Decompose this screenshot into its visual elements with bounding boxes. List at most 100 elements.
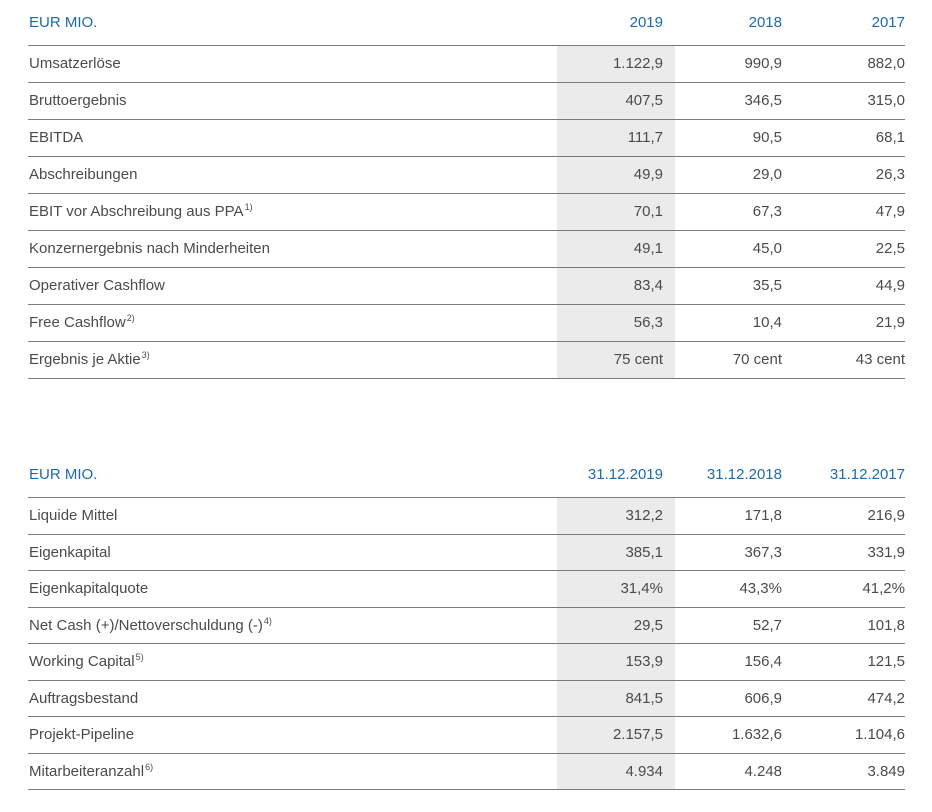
value-current-period: 49,9 (557, 157, 675, 193)
key-figures-pnl-table: EUR MIO. 2019 2018 2017 Umsatzerlöse 1.12… (28, 0, 905, 379)
value-current-period: 2.157,5 (557, 717, 675, 753)
row-label: Mitarbeiteranzahl6) (29, 761, 154, 780)
footnote-marker: 5) (135, 652, 144, 662)
value-prior-period: 1.632,6 (731, 726, 782, 743)
value-prior-period: 29,0 (752, 166, 782, 183)
column-header-31-12-2019: 31.12.2019 (587, 466, 663, 483)
value-prior-period: 47,9 (875, 203, 905, 220)
table-title: EUR MIO. (29, 466, 98, 483)
table-row: Eigenkapital 385,1 367,3 331,9 (28, 533, 905, 570)
value-prior-period: 43,3% (739, 580, 782, 597)
value-prior-period: 346,5 (744, 92, 782, 109)
table-row: Working Capital5) 153,9 156,4 121,5 (28, 643, 905, 680)
value-prior-period: 367,3 (744, 543, 782, 561)
footnote-marker: 1) (244, 202, 253, 212)
table-row: Umsatzerlöse 1.122,9 990,9 882,0 (28, 45, 905, 82)
row-label: Liquide Mittel (29, 507, 118, 524)
row-label: EBITDA (29, 129, 84, 146)
table-row: Net Cash (+)/Nettoverschuldung (-)4) 29,5… (28, 606, 905, 643)
value-prior-period: 45,0 (752, 240, 782, 257)
value-current-period: 385,1 (557, 534, 675, 570)
row-label: Operativer Cashflow (29, 277, 165, 294)
value-prior-period: 101,8 (867, 616, 905, 634)
table-row: Free Cashflow2) 56,3 10,4 21,9 (28, 304, 905, 341)
row-label: Projekt-Pipeline (29, 726, 135, 743)
footnote-marker: 4) (263, 615, 272, 626)
table-row: EBITDA 111,7 90,5 68,1 (28, 119, 905, 156)
value-prior-period: 3.849 (867, 762, 905, 780)
column-header-31-12-2018: 31.12.2018 (706, 466, 782, 483)
value-prior-period: 606,9 (744, 689, 782, 707)
value-current-period: 841,5 (557, 680, 675, 716)
value-prior-period: 315,0 (867, 92, 905, 109)
table-title: EUR MIO. (29, 14, 98, 31)
value-prior-period: 4.248 (744, 762, 782, 780)
value-prior-period: 67,3 (752, 203, 782, 220)
row-label: Bruttoergebnis (29, 92, 127, 109)
value-prior-period: 474,2 (867, 689, 905, 707)
table-row: Liquide Mittel 312,2 171,8 216,9 (28, 497, 905, 534)
table-row: Konzernergebnis nach Minderheiten 49,1 45,… (28, 230, 905, 267)
table-header: EUR MIO. 2019 2018 2017 (28, 0, 905, 45)
value-prior-period: 882,0 (867, 55, 905, 72)
value-current-period: 49,1 (557, 231, 675, 267)
row-label: Free Cashflow2) (29, 313, 135, 332)
row-label: Umsatzerlöse (29, 55, 121, 72)
table-row: Eigenkapitalquote 31,4% 43,3% 41,2% (28, 570, 905, 607)
row-label: EBIT vor Abschreibung aus PPA1) (29, 202, 253, 221)
table-body: Liquide Mittel 312,2 171,8 216,9 Eigenkapita… (28, 497, 905, 790)
table-row: EBIT vor Abschreibung aus PPA1) 70,1 67,3 4… (28, 193, 905, 230)
value-prior-period: 90,5 (752, 129, 782, 146)
row-label: Eigenkapital (29, 543, 111, 561)
value-current-period: 4.934 (557, 753, 675, 789)
table-row: Operativer Cashflow 83,4 35,5 44,9 (28, 267, 905, 304)
column-header-2018: 2018 (748, 14, 782, 31)
table-body: Umsatzerlöse 1.122,9 990,9 882,0 Bruttoergeb… (28, 45, 905, 379)
value-prior-period: 156,4 (744, 653, 782, 670)
value-current-period: 56,3 (557, 305, 675, 341)
column-header-2017: 2017 (871, 14, 905, 31)
value-prior-period: 44,9 (875, 277, 905, 294)
value-prior-period: 21,9 (875, 314, 905, 331)
value-current-period: 111,7 (557, 120, 675, 156)
value-prior-period: 22,5 (875, 240, 905, 257)
table-row: Ergebnis je Aktie3) 75 cent 70 cent 43 cent (28, 341, 905, 378)
value-prior-period: 1.104,6 (854, 726, 905, 743)
value-current-period: 29,5 (557, 607, 675, 643)
value-prior-period: 70 cent (732, 351, 782, 368)
row-label: Ergebnis je Aktie3) (29, 350, 150, 369)
value-current-period: 312,2 (557, 498, 675, 534)
value-current-period: 153,9 (557, 644, 675, 680)
table-row: Projekt-Pipeline 2.157,5 1.632,6 1.104,6 (28, 716, 905, 753)
table-row: Auftragsbestand 841,5 606,9 474,2 (28, 679, 905, 716)
value-prior-period: 990,9 (744, 55, 782, 72)
value-prior-period: 35,5 (752, 277, 782, 294)
value-prior-period: 10,4 (752, 314, 782, 331)
value-prior-period: 171,8 (744, 507, 782, 524)
row-label: Konzernergebnis nach Minderheiten (29, 240, 270, 257)
row-label: Working Capital5) (29, 652, 144, 671)
row-label: Eigenkapitalquote (29, 580, 149, 597)
row-label: Abschreibungen (29, 166, 138, 183)
row-label: Net Cash (+)/Nettoverschuldung (-)4) (29, 615, 272, 634)
key-figures-balance-table: EUR MIO. 31.12.2019 31.12.2018 31.12.201… (28, 452, 905, 790)
table-header: EUR MIO. 31.12.2019 31.12.2018 31.12.201… (28, 452, 905, 497)
value-prior-period: 331,9 (867, 543, 905, 561)
value-current-period: 31,4% (557, 571, 675, 607)
value-current-period: 70,1 (557, 194, 675, 230)
value-prior-period: 26,3 (875, 166, 905, 183)
value-prior-period: 52,7 (752, 616, 782, 634)
row-label: Auftragsbestand (29, 689, 139, 707)
footnote-marker: 2) (126, 313, 135, 323)
value-prior-period: 41,2% (862, 580, 905, 597)
table-row: Bruttoergebnis 407,5 346,5 315,0 (28, 82, 905, 119)
value-prior-period: 121,5 (867, 653, 905, 670)
table-row: Abschreibungen 49,9 29,0 26,3 (28, 156, 905, 193)
value-prior-period: 216,9 (867, 507, 905, 524)
footnote-marker: 6) (145, 761, 154, 772)
value-current-period: 1.122,9 (557, 46, 675, 82)
value-current-period: 75 cent (557, 342, 675, 378)
value-prior-period: 68,1 (875, 129, 905, 146)
column-header-2019: 2019 (629, 14, 663, 31)
value-prior-period: 43 cent (855, 351, 905, 368)
